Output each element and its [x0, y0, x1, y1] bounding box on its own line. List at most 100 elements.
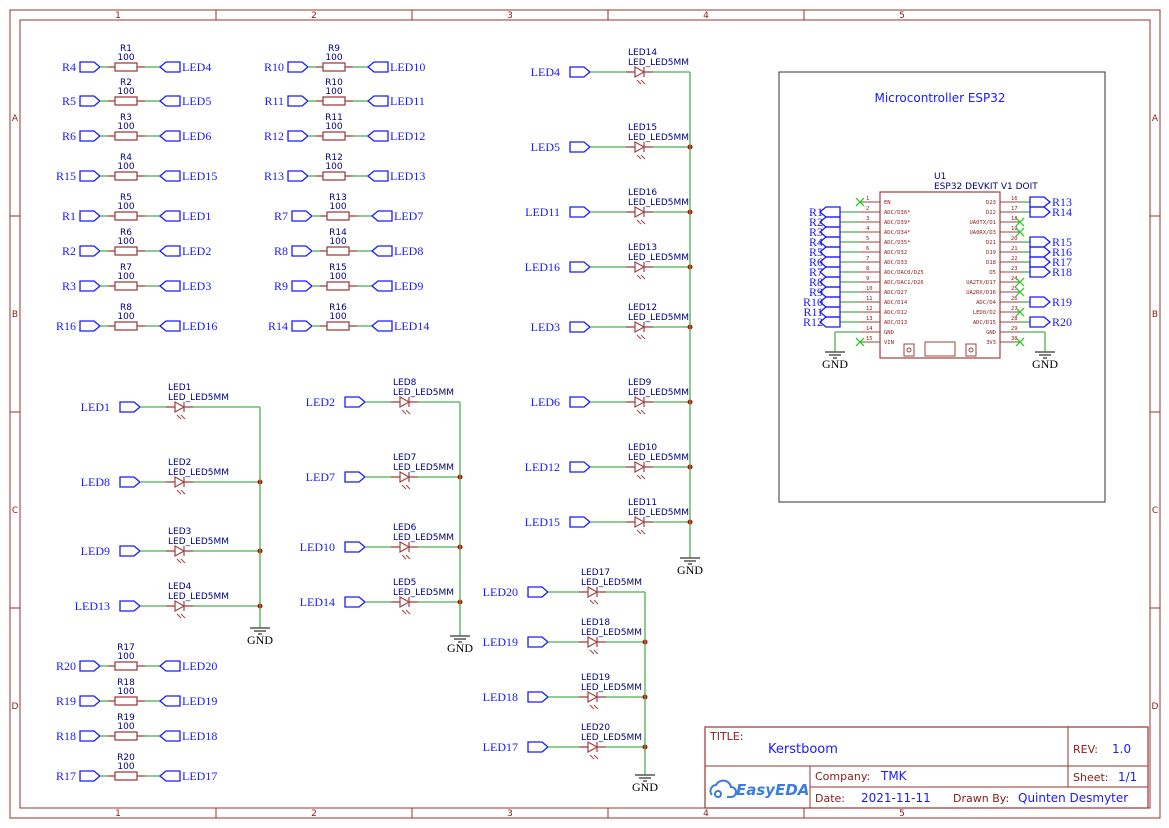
row-marker-right: B: [1152, 310, 1158, 320]
ground-label: GND: [822, 357, 848, 371]
mcu-pin-8: 8 ADC/DAC0/D25 R7: [809, 265, 924, 279]
net-label: LED4: [531, 65, 560, 79]
resistor-value: 100: [117, 272, 134, 282]
net-label-right: LED5: [182, 94, 211, 108]
net-label-right: LED16: [182, 319, 217, 333]
net-port: [1029, 256, 1052, 268]
cloud-logo-icon: [714, 790, 722, 798]
net-port: [158, 695, 181, 707]
pin-number: 30: [1011, 336, 1018, 342]
mcu-pin-12: 12 ADC/D12 R11: [803, 305, 907, 319]
net-label: R2: [809, 215, 823, 229]
resistor-value: 100: [325, 87, 342, 97]
light-emission-arrow: [589, 649, 595, 655]
net-label-left: R6: [62, 129, 76, 143]
pin-name: ADC/D12: [884, 310, 907, 316]
net-port: [344, 541, 367, 553]
net-port: [370, 245, 393, 257]
net-port: [818, 206, 841, 218]
pin-name: D22: [986, 210, 996, 216]
drawn-by-label: Drawn By:: [953, 792, 1009, 805]
date-value: 2021-11-11: [861, 791, 931, 805]
net-port: [119, 401, 142, 413]
net-port: [569, 516, 592, 528]
net-port: [569, 396, 592, 408]
led-ref: LED12: [628, 303, 657, 313]
ground-label: GND: [447, 641, 473, 655]
net-port: [158, 280, 181, 292]
net-label-right: LED10: [390, 60, 425, 74]
mcu-pin-14: 14 GND GND: [822, 326, 894, 371]
led-ref: LED1: [168, 383, 191, 393]
net-port: [158, 660, 181, 672]
led-part: LED_LED5MM: [168, 393, 229, 403]
light-emission-arrow: [636, 274, 642, 280]
no-connect-icon: [1015, 337, 1025, 347]
led-ref: LED5: [393, 578, 416, 588]
net-port: [291, 320, 314, 332]
led-ref: LED18: [581, 618, 610, 628]
net-label-right: LED20: [182, 659, 217, 673]
mcu-pin-11: 11 ADC/D14 R10: [803, 295, 908, 309]
pin-name: D23: [986, 200, 996, 206]
led-part: LED_LED5MM: [628, 508, 689, 518]
title-block-border: [704, 726, 1149, 809]
net-port: [79, 660, 102, 672]
resistor-ref: R10: [325, 78, 343, 88]
led-ref: LED13: [628, 243, 657, 253]
mcu-pin-9: 9 ADC/DAC1/D26 R8: [809, 275, 924, 289]
pin-name: D19: [986, 250, 996, 256]
net-port: [79, 210, 102, 222]
resistor-ref: R17: [117, 643, 135, 653]
resistor-ref: R1: [120, 44, 132, 54]
led-diode-icon: [174, 544, 186, 558]
led-diode-icon: [399, 395, 411, 409]
net-label: R13: [1052, 195, 1072, 209]
mcu-frame-box: [778, 71, 1106, 503]
net-label-right: LED14: [394, 319, 429, 333]
net-port: [119, 600, 142, 612]
led-ref: LED20: [581, 723, 610, 733]
net-port: [818, 266, 841, 278]
led-group-3: LED4LED14LED_LED5MMLED5LED15LED_LED5MMLE…: [525, 48, 704, 577]
net-port: [1029, 196, 1052, 208]
pin-number: 12: [866, 306, 873, 312]
net-label-right: LED11: [390, 94, 425, 108]
resistor-value: 100: [117, 762, 134, 772]
ground-label: GND: [1032, 357, 1058, 371]
net-label: R4: [809, 235, 823, 249]
net-label: LED2: [306, 395, 335, 409]
net-label-left: R19: [56, 694, 76, 708]
title-label: TITLE:: [709, 730, 743, 743]
led-part: LED_LED5MM: [581, 733, 642, 743]
rev-value: 1.0: [1112, 742, 1131, 756]
no-connect-icon: [1015, 287, 1025, 297]
resistor-value: 100: [329, 237, 346, 247]
sheet-label: Sheet:: [1073, 771, 1109, 784]
led-ref: LED3: [168, 527, 191, 537]
resistor-body: [322, 131, 346, 141]
led-diode-icon: [634, 460, 646, 474]
resistor-value: 100: [325, 53, 342, 63]
easyeda-logo-text: EasyEDA: [736, 781, 809, 799]
led-group-1: LED1LED1LED_LED5MMLED8LED2LED_LED5MMLED9…: [75, 383, 274, 647]
led-diode-icon: [399, 470, 411, 484]
net-label-right: LED12: [390, 129, 425, 143]
resistor-body: [114, 96, 138, 106]
ground-label: GND: [677, 563, 703, 577]
net-label: LED16: [525, 260, 560, 274]
net-label: LED3: [531, 320, 560, 334]
led-diode-icon: [634, 205, 646, 219]
pin-number: 11: [866, 296, 873, 302]
net-label-right: LED8: [394, 244, 423, 258]
led-part: LED_LED5MM: [168, 592, 229, 602]
pin-name: ADC/D27: [884, 290, 907, 296]
net-port: [344, 396, 367, 408]
